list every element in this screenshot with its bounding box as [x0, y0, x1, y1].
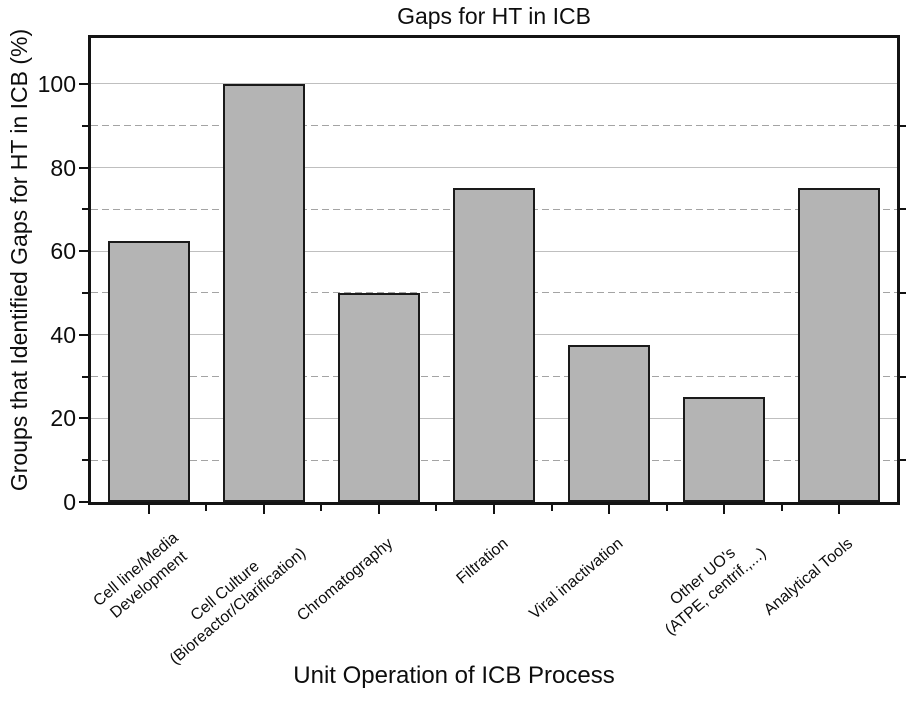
y-axis-major-tick — [79, 501, 88, 503]
gridline-minor — [91, 125, 897, 127]
y-tick-label: 20 — [50, 405, 76, 432]
y-axis-major-tick — [79, 166, 88, 169]
x-axis-major-tick — [377, 505, 380, 514]
gridline-major — [91, 167, 897, 169]
x-axis-minor-tick — [665, 505, 668, 511]
bars-layer — [91, 38, 897, 502]
y-axis-right-minor-tick — [900, 124, 906, 127]
plot-area — [88, 35, 900, 505]
y-axis-minor-tick — [82, 208, 88, 211]
category-label: Analytical Tools — [761, 535, 857, 619]
y-tick-label: 100 — [37, 70, 76, 97]
category-label: Viral inactivation — [526, 535, 627, 623]
x-axis-minor-tick — [780, 505, 783, 511]
x-axis-major-tick — [608, 505, 611, 514]
y-axis-minor-tick — [82, 124, 88, 127]
y-axis-minor-tick — [82, 375, 88, 378]
x-axis-major-tick — [262, 505, 265, 514]
bar — [337, 292, 420, 502]
x-axis-major-tick — [493, 505, 495, 514]
bar — [798, 188, 881, 502]
y-axis-major-tick — [79, 250, 88, 253]
category-label: Chromatography — [293, 535, 397, 625]
y-tick-label: 40 — [50, 321, 76, 348]
bar — [107, 240, 190, 502]
x-axis-major-tick — [147, 505, 150, 514]
chart-title: Gaps for HT in ICB — [397, 3, 591, 29]
x-axis-major-tick — [838, 505, 841, 514]
category-label: Cell line/Media Development — [89, 529, 191, 622]
category-label: Filtration — [453, 535, 512, 588]
x-axis-minor-tick — [205, 505, 208, 511]
y-axis-right-minor-tick — [900, 291, 906, 294]
y-tick-label: 80 — [50, 154, 76, 181]
y-axis-major-tick — [79, 417, 88, 420]
x-axis-major-tick — [723, 505, 726, 514]
category-label: Other UO's (ATPE, centrif.,...) — [662, 544, 770, 639]
bar — [222, 83, 305, 502]
y-axis-major-tick — [79, 333, 88, 336]
x-axis-minor-tick — [435, 505, 438, 511]
x-axis-minor-tick — [550, 505, 553, 511]
x-axis-title: Unit Operation of ICB Process — [293, 662, 615, 689]
y-axis-major-tick — [79, 82, 88, 85]
gridline-major — [91, 83, 897, 85]
y-axis-minor-tick — [82, 291, 88, 294]
bar — [683, 397, 766, 502]
y-tick-label: 0 — [63, 489, 76, 515]
x-axis-minor-tick — [320, 505, 323, 511]
y-axis-right-minor-tick — [900, 459, 906, 462]
y-tick-label: 60 — [50, 238, 76, 265]
y-axis-right-minor-tick — [900, 208, 906, 211]
bar — [453, 188, 535, 502]
y-axis-right-minor-tick — [900, 375, 906, 378]
y-axis-minor-tick — [82, 459, 88, 462]
bar — [568, 345, 651, 502]
